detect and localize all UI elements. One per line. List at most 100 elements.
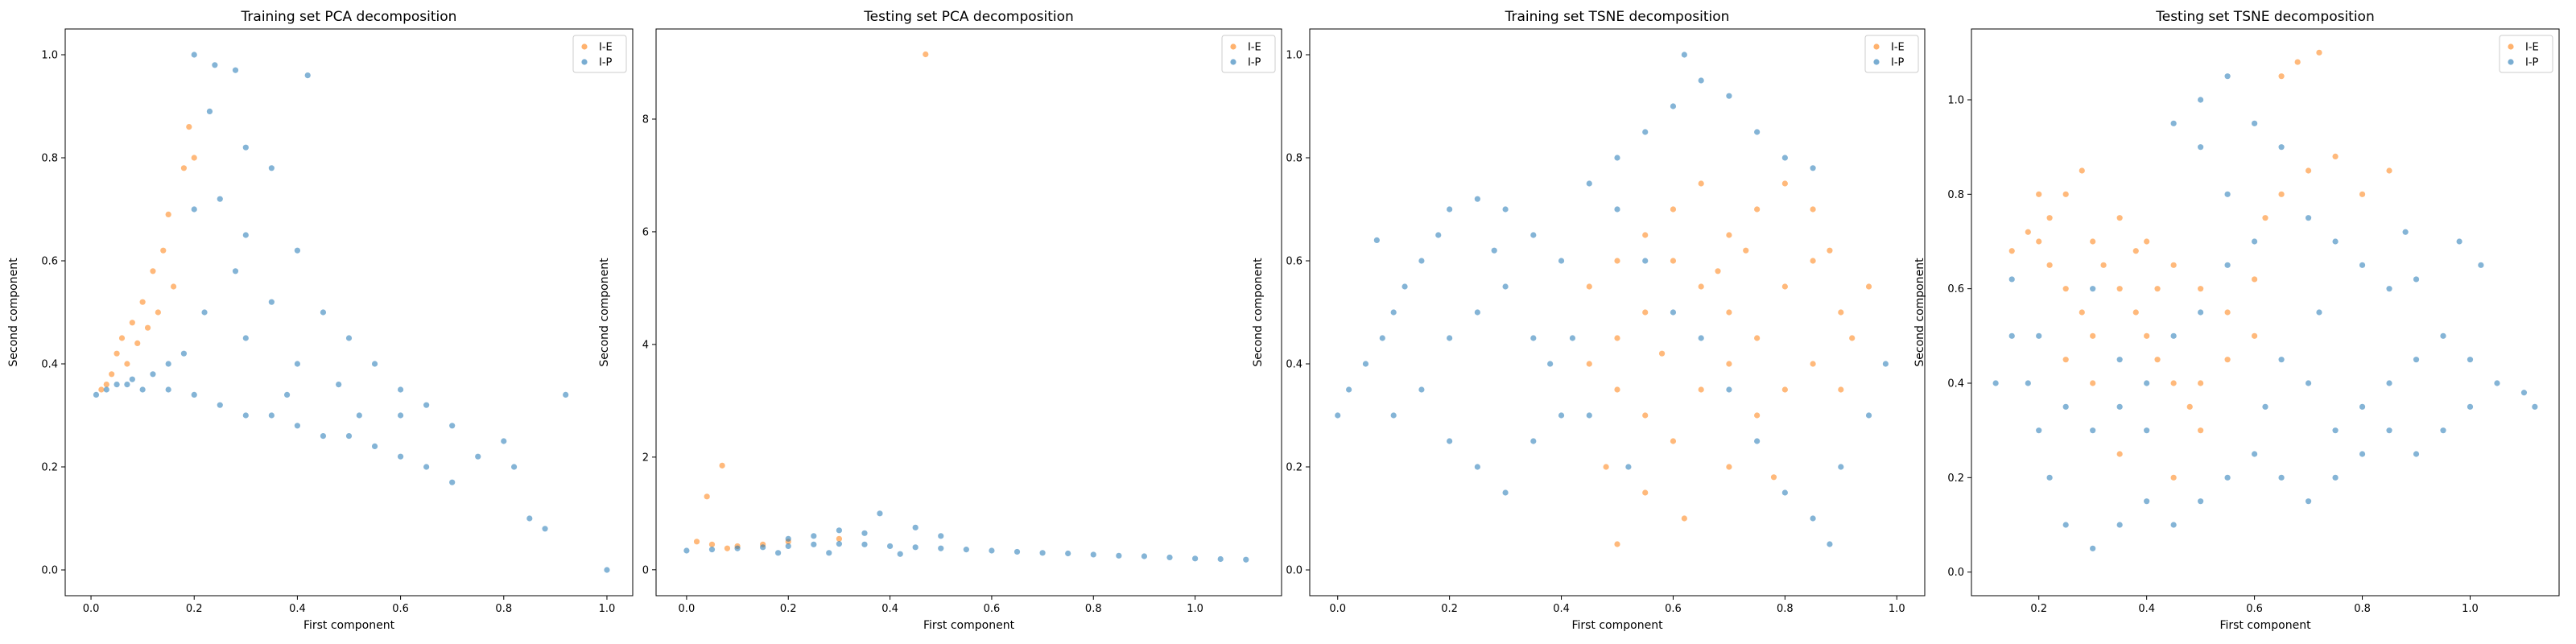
x-tick-label: 0.2 bbox=[1441, 603, 1458, 615]
series-i-p bbox=[1335, 52, 1889, 547]
data-point bbox=[475, 453, 481, 460]
x-tick-label: 0.2 bbox=[186, 603, 203, 615]
y-tick-label: 0.2 bbox=[1286, 462, 1302, 474]
data-point bbox=[109, 371, 115, 378]
x-tick-label: 0.0 bbox=[83, 603, 100, 615]
data-point bbox=[1781, 155, 1788, 161]
data-point bbox=[724, 545, 731, 551]
data-point bbox=[103, 386, 109, 393]
data-point bbox=[1670, 309, 1677, 316]
data-point bbox=[304, 72, 311, 79]
data-point bbox=[1243, 556, 1249, 563]
data-point bbox=[1726, 232, 1732, 238]
data-point bbox=[242, 144, 249, 151]
data-point bbox=[938, 545, 944, 551]
data-point bbox=[1402, 283, 1408, 290]
data-point bbox=[423, 402, 430, 408]
data-point bbox=[1698, 283, 1704, 290]
data-point bbox=[1614, 386, 1620, 393]
data-point bbox=[1770, 474, 1777, 481]
series-i-p bbox=[1992, 73, 2538, 551]
data-point bbox=[139, 299, 146, 305]
data-point bbox=[1603, 464, 1609, 470]
data-point bbox=[1681, 515, 1687, 522]
x-tick-label: 0.8 bbox=[495, 603, 512, 615]
data-point bbox=[708, 547, 716, 553]
data-point bbox=[320, 433, 327, 440]
data-point bbox=[2198, 144, 2204, 151]
data-point bbox=[1810, 361, 1816, 367]
data-point bbox=[760, 544, 766, 551]
legend-label: I-P bbox=[1891, 57, 1905, 69]
data-point bbox=[2132, 248, 2139, 254]
data-point bbox=[836, 541, 843, 547]
data-point bbox=[1726, 361, 1732, 367]
data-point bbox=[1502, 489, 1509, 496]
data-point bbox=[217, 402, 223, 408]
data-point bbox=[1726, 309, 1732, 316]
legend-marker bbox=[1230, 43, 1236, 50]
data-point bbox=[1838, 464, 1844, 470]
legend: I-E I-P bbox=[1221, 35, 1276, 73]
data-point bbox=[2332, 474, 2339, 481]
data-point bbox=[1390, 412, 1397, 419]
data-point bbox=[2154, 286, 2161, 292]
data-point bbox=[2278, 144, 2285, 151]
data-point bbox=[2278, 474, 2285, 481]
data-point bbox=[1642, 129, 1649, 135]
data-point bbox=[1447, 438, 1453, 444]
data-point bbox=[1530, 232, 1537, 238]
data-point bbox=[1065, 550, 1071, 557]
data-point bbox=[1698, 335, 1704, 341]
data-point bbox=[2198, 498, 2204, 505]
data-point bbox=[1569, 335, 1576, 341]
y-tick-label: 0.4 bbox=[41, 359, 58, 371]
data-point bbox=[2456, 238, 2462, 245]
data-point bbox=[2090, 427, 2096, 434]
chart-panel-4: Testing set TSNE decomposition First comp… bbox=[1913, 9, 2560, 632]
x-tick-label: 0.4 bbox=[1553, 603, 1570, 615]
y-tick-label: 0.2 bbox=[1947, 473, 1964, 485]
data-point bbox=[150, 268, 156, 275]
data-point bbox=[2008, 332, 2015, 339]
data-point bbox=[356, 412, 362, 419]
data-point bbox=[191, 155, 197, 161]
data-point bbox=[2079, 167, 2085, 174]
data-point bbox=[242, 335, 249, 341]
series-i-e bbox=[1586, 180, 1872, 547]
data-point bbox=[1781, 180, 1788, 187]
data-point bbox=[1614, 206, 1620, 213]
data-point bbox=[1698, 77, 1704, 84]
data-point bbox=[180, 350, 188, 357]
x-tick-label: 0.6 bbox=[392, 603, 409, 615]
data-point bbox=[2079, 309, 2085, 316]
data-point bbox=[1530, 335, 1537, 341]
legend: I-E I-P bbox=[1864, 35, 1919, 73]
x-tick-label: 1.0 bbox=[599, 603, 616, 615]
x-tick-label: 0.8 bbox=[1085, 603, 1102, 615]
points bbox=[93, 52, 610, 573]
data-point bbox=[1558, 258, 1565, 264]
chart-title: Testing set PCA decomposition bbox=[863, 9, 1074, 25]
data-point bbox=[836, 527, 843, 534]
data-point bbox=[2278, 191, 2285, 197]
data-point bbox=[294, 247, 301, 254]
data-point bbox=[861, 541, 868, 547]
data-point bbox=[2252, 238, 2258, 245]
data-point bbox=[1217, 555, 1224, 563]
plot-area bbox=[1309, 28, 1926, 597]
data-point bbox=[1754, 335, 1761, 341]
data-point bbox=[2294, 59, 2301, 65]
data-point bbox=[294, 361, 301, 367]
data-point bbox=[811, 541, 817, 547]
data-point bbox=[1670, 103, 1677, 109]
data-point bbox=[510, 464, 518, 470]
y-tick-label: 0.8 bbox=[1947, 189, 1964, 201]
data-point bbox=[134, 340, 141, 346]
data-point bbox=[1379, 335, 1385, 341]
data-point bbox=[423, 464, 430, 470]
data-point bbox=[2198, 309, 2204, 316]
data-point bbox=[1781, 489, 1788, 496]
data-point bbox=[693, 539, 700, 545]
x-tick-label: 0.0 bbox=[1329, 603, 1346, 615]
